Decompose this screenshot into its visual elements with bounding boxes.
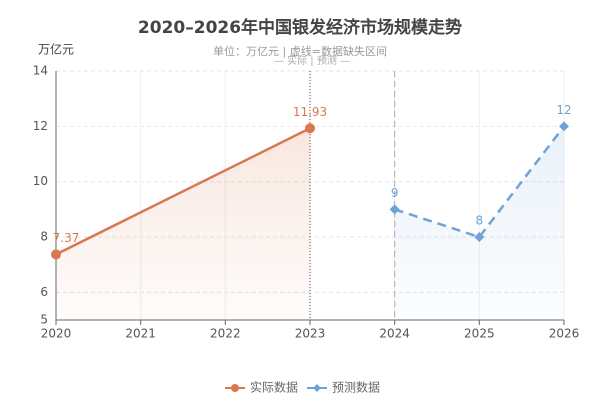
legend-marker: [231, 384, 239, 392]
y-tick-label: 5: [40, 313, 48, 327]
legend-label: 实际数据: [250, 380, 298, 395]
data-label: 9: [391, 186, 399, 200]
annotation: — 实际 | 预测 —: [274, 54, 350, 67]
data-label: 12: [556, 103, 571, 117]
x-tick-label: 2022: [210, 327, 241, 341]
legend-label: 预测数据: [332, 380, 380, 395]
y-tick-label: 6: [40, 285, 48, 299]
y-axis-label: 万亿元: [38, 42, 74, 57]
y-tick-label: 12: [33, 119, 48, 133]
point: [305, 123, 315, 134]
x-tick-label: 2024: [379, 327, 410, 341]
x-tick-label: 2025: [464, 327, 495, 341]
x-tick-label: 2020: [41, 327, 72, 341]
chart-subtitle: 单位：万亿元 | 虚线=数据缺失区间: [213, 44, 387, 58]
series-line: [55, 127, 311, 256]
data-label: 8: [476, 214, 484, 228]
chart-title: 2020–2026年中国银发经济市场规模走势: [138, 17, 462, 38]
point: [51, 249, 61, 260]
data-label: 11.93: [293, 105, 327, 119]
area: [56, 128, 310, 320]
point: [559, 121, 569, 132]
legend-marker: [313, 384, 321, 392]
data-label: 7.37: [53, 231, 80, 245]
area: [394, 126, 564, 320]
x-tick-label: 2021: [125, 327, 156, 341]
point: [389, 204, 400, 215]
y-tick-label: 10: [33, 174, 48, 188]
y-tick-label: 14: [33, 64, 48, 78]
point: [474, 232, 485, 242]
x-tick-label: 2026: [549, 327, 580, 341]
series-line: [394, 125, 565, 239]
x-tick-label: 2023: [295, 327, 326, 341]
y-tick-label: 8: [40, 230, 48, 244]
